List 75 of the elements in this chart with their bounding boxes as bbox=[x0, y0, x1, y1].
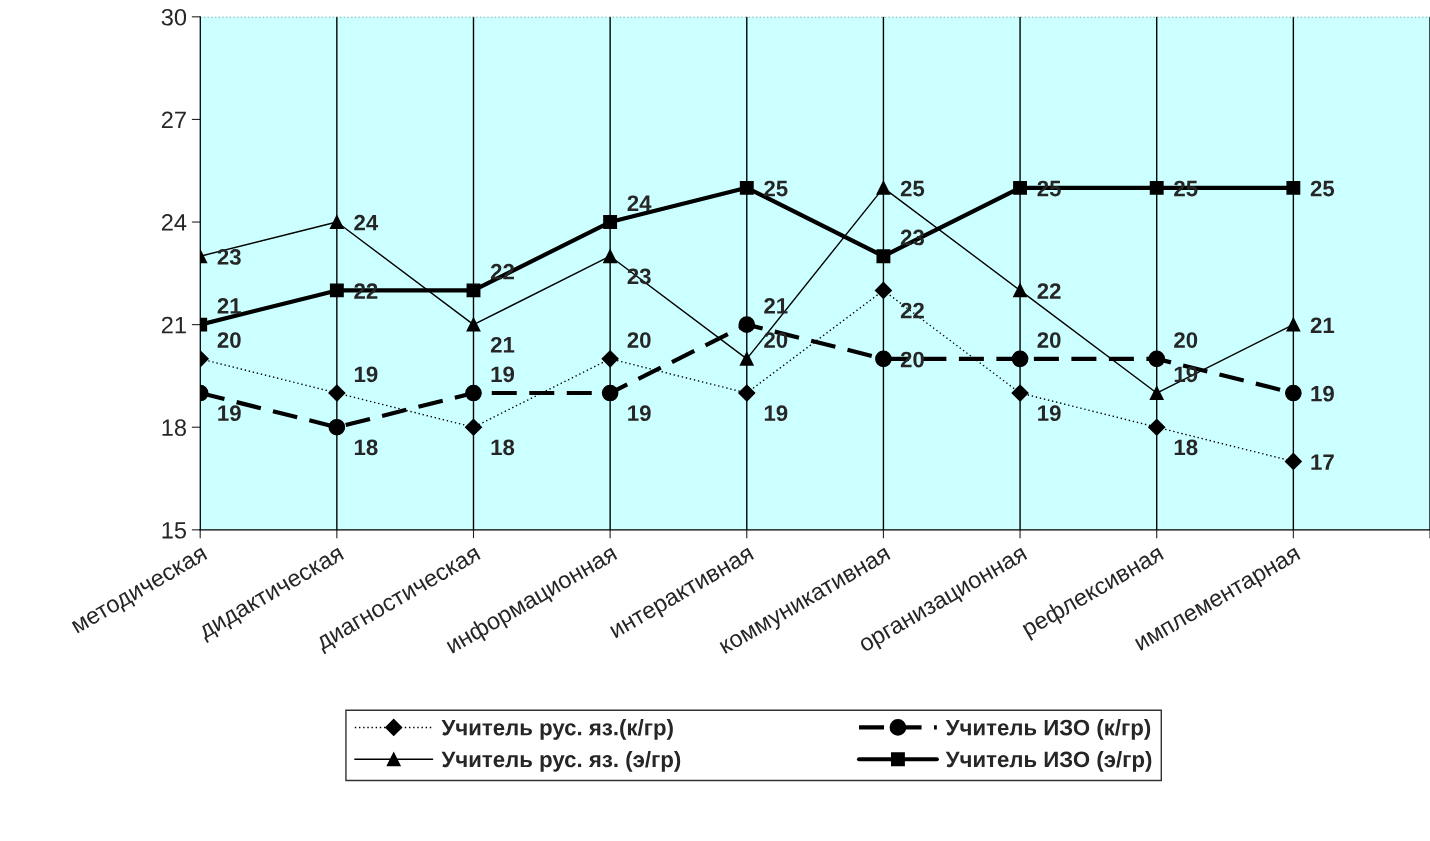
point bbox=[329, 215, 344, 229]
data-label: 19 bbox=[628, 405, 651, 422]
point bbox=[739, 180, 754, 195]
point bbox=[603, 249, 618, 264]
data-label: 19 bbox=[1174, 366, 1198, 383]
point bbox=[601, 384, 619, 402]
point bbox=[328, 384, 346, 402]
data-label: 22 bbox=[1037, 283, 1061, 299]
y-tick-label: 21 bbox=[161, 316, 186, 334]
data-label: 20 bbox=[217, 332, 241, 348]
point bbox=[874, 281, 892, 299]
data-label: 18 bbox=[1174, 439, 1198, 456]
data-label: 20 bbox=[627, 332, 651, 348]
data-label: 23 bbox=[217, 249, 241, 265]
legend-label: Учитель рус. яз.(к/гр) bbox=[441, 719, 673, 740]
point bbox=[1013, 180, 1028, 195]
data-label: 20 bbox=[1037, 332, 1061, 348]
point bbox=[464, 418, 483, 436]
legend-label: Учитель ИЗО (к/гр) bbox=[945, 719, 1151, 740]
point bbox=[738, 316, 756, 333]
data-label: 25 bbox=[1174, 180, 1198, 197]
data-label: 22 bbox=[354, 283, 378, 299]
data-label: 20 bbox=[1174, 332, 1198, 348]
point bbox=[1149, 180, 1164, 195]
point bbox=[1149, 386, 1164, 400]
data-label: 21 bbox=[764, 298, 788, 314]
data-label: 19 bbox=[354, 366, 378, 383]
point bbox=[465, 384, 482, 402]
data-label: 19 bbox=[218, 405, 241, 422]
data-label: 25 bbox=[900, 180, 925, 197]
data-label: 19 bbox=[764, 405, 788, 422]
data-label: 22 bbox=[900, 302, 924, 319]
data-label: 20 bbox=[764, 332, 788, 348]
point bbox=[1011, 384, 1029, 402]
point bbox=[875, 350, 892, 368]
data-label: 19 bbox=[1311, 385, 1334, 402]
point bbox=[466, 283, 481, 298]
y-tick-label: 15 bbox=[162, 522, 187, 539]
data-label: 20 bbox=[900, 351, 924, 368]
y-tick-label: 18 bbox=[162, 419, 186, 437]
point bbox=[738, 384, 756, 402]
data-label: 19 bbox=[491, 366, 515, 383]
data-label: 25 bbox=[764, 180, 788, 197]
data-label: 19 bbox=[1038, 405, 1061, 422]
point bbox=[1284, 452, 1302, 470]
data-label: 21 bbox=[490, 336, 515, 353]
point bbox=[601, 350, 619, 368]
point bbox=[328, 418, 346, 436]
data-label: 25 bbox=[1310, 180, 1335, 197]
data-label: 21 bbox=[217, 298, 241, 314]
point bbox=[1285, 384, 1302, 402]
point bbox=[1286, 180, 1301, 195]
data-label: 21 bbox=[1310, 317, 1335, 333]
point bbox=[603, 215, 618, 229]
y-tick-label: 30 bbox=[161, 8, 187, 26]
point bbox=[1286, 317, 1301, 332]
legend-label: Учитель рус. яз. (э/гр) bbox=[441, 750, 681, 772]
point bbox=[329, 283, 344, 298]
point bbox=[1148, 418, 1166, 436]
point bbox=[1011, 350, 1029, 368]
point bbox=[876, 249, 891, 264]
data-label: 17 bbox=[1311, 454, 1334, 470]
legend-label: Учитель ИЗО (э/гр) bbox=[945, 750, 1152, 772]
data-label: 18 bbox=[354, 439, 378, 456]
y-tick-label: 24 bbox=[161, 214, 187, 231]
point bbox=[739, 351, 754, 366]
point bbox=[466, 317, 481, 332]
point bbox=[876, 180, 891, 195]
data-label: 25 bbox=[1037, 180, 1061, 197]
point bbox=[1148, 350, 1166, 368]
data-label: 24 bbox=[627, 195, 652, 211]
data-label: 18 bbox=[491, 439, 515, 456]
point bbox=[1013, 283, 1028, 298]
y-tick-label: 27 bbox=[161, 111, 186, 128]
data-label: 24 bbox=[354, 214, 379, 231]
